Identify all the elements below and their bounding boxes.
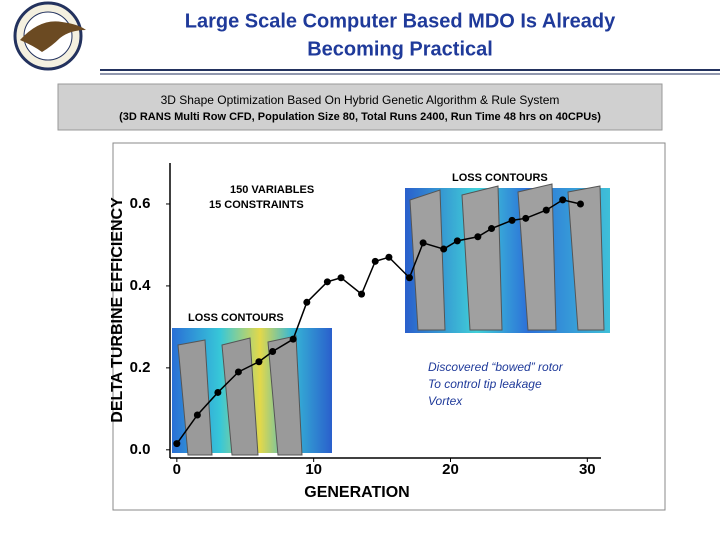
data-point <box>323 278 331 286</box>
data-point <box>269 347 277 355</box>
data-point <box>173 440 181 448</box>
slide-title: Becoming Practical <box>307 38 493 60</box>
x-axis-label: GENERATION <box>304 484 409 501</box>
annotation: To control tip leakage <box>428 377 542 391</box>
annotation: Discovered “bowed” rotor <box>428 360 564 374</box>
annotation: 15 CONSTRAINTS <box>209 199 304 211</box>
logo <box>13 1 86 71</box>
x-tick-label: 30 <box>579 461 596 478</box>
data-point <box>508 216 516 224</box>
data-point <box>542 206 550 214</box>
x-tick-label: 20 <box>442 461 459 478</box>
data-point <box>358 290 366 298</box>
annotation: LOSS CONTOURS <box>452 172 548 184</box>
chart-title: 3D Shape Optimization Based On Hybrid Ge… <box>161 93 560 107</box>
chart-subtitle: (3D RANS Multi Row CFD, Population Size … <box>119 111 601 123</box>
data-point <box>371 257 379 265</box>
x-tick-label: 0 <box>173 461 181 478</box>
contour-image <box>172 183 610 456</box>
data-point <box>214 388 222 396</box>
data-point <box>289 335 297 343</box>
subtitle-box <box>57 83 663 131</box>
y-tick-label: 0.4 <box>130 277 152 294</box>
y-axis-label: DELTA TURBINE EFFICIENCY <box>109 197 126 423</box>
data-point <box>474 233 482 241</box>
data-point <box>303 298 311 306</box>
data-point <box>488 225 496 233</box>
annotation: Vortex <box>428 394 463 408</box>
data-point <box>337 274 345 282</box>
annotation: 150 VARIABLES <box>230 184 314 196</box>
data-point <box>453 237 461 245</box>
y-tick-label: 0.2 <box>130 359 151 376</box>
data-point <box>576 200 584 208</box>
slide-title: Large Scale Computer Based MDO Is Alread… <box>185 10 616 32</box>
annotation-box <box>424 356 614 412</box>
data-point <box>193 411 201 419</box>
data-point <box>559 196 567 204</box>
data-point <box>440 245 448 253</box>
y-tick-label: 0.6 <box>130 195 151 212</box>
x-tick-label: 10 <box>305 461 322 478</box>
y-tick-label: 0.0 <box>130 441 151 458</box>
data-point <box>522 214 530 222</box>
data-point <box>419 239 427 247</box>
data-point <box>405 274 413 282</box>
data-point <box>234 368 242 376</box>
annotation: LOSS CONTOURS <box>188 312 284 324</box>
data-point <box>385 253 393 261</box>
data-point <box>255 358 263 366</box>
